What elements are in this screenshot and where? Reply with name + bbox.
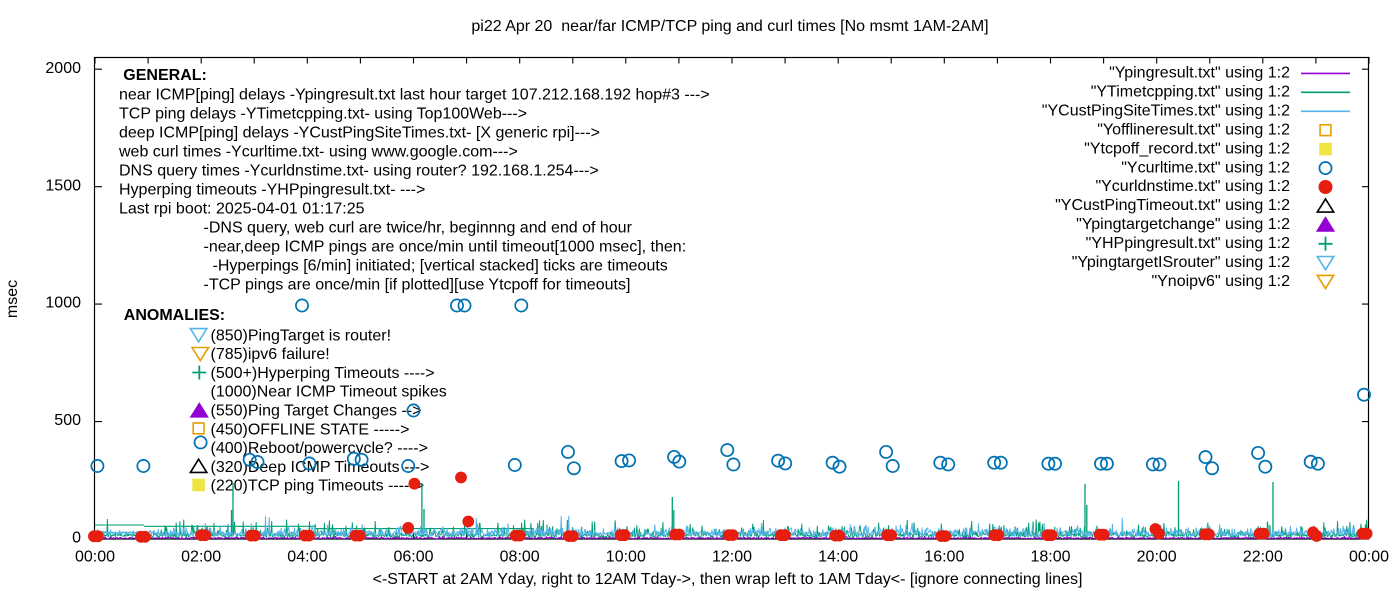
svg-text:(220)TCP ping Timeouts ----->: (220)TCP ping Timeouts -----> [211,478,425,495]
svg-text:"Ypingtargetchange" using 1:2: "Ypingtargetchange" using 1:2 [1076,216,1290,233]
svg-text:<-START at 2AM Yday, right to: <-START at 2AM Yday, right to 12AM Tday-… [373,571,1083,588]
svg-text:"Ynoipv6" using 1:2: "Ynoipv6" using 1:2 [1151,273,1290,290]
svg-text:14:00: 14:00 [818,549,858,566]
svg-text:04:00: 04:00 [287,549,327,566]
svg-text:Hyperping timeouts -YHPpingres: Hyperping timeouts -YHPpingresult.txt- -… [119,182,425,199]
svg-text:00:00: 00:00 [1349,549,1389,566]
svg-text:00:00: 00:00 [75,549,115,566]
svg-text:18:00: 18:00 [1030,549,1070,566]
svg-text:"Ypingresult.txt" using 1:2: "Ypingresult.txt" using 1:2 [1109,65,1290,82]
svg-text:-TCP pings are once/min [if pl: -TCP pings are once/min [if plotted][use… [204,277,631,294]
svg-text:web curl times -Ycurltime.txt-: web curl times -Ycurltime.txt- using www… [118,144,518,161]
svg-text:"Ytcpoff_record.txt" using 1:2: "Ytcpoff_record.txt" using 1:2 [1084,140,1290,157]
svg-text:(500+)Hyperping Timeouts ---->: (500+)Hyperping Timeouts ----> [211,365,435,382]
svg-text:(850)PingTarget is router!: (850)PingTarget is router! [211,327,392,344]
svg-text:(400)Reboot/powercycle? ---->: (400)Reboot/powercycle? ----> [211,440,428,457]
svg-text:"YCustPingTimeout.txt" using 1: "YCustPingTimeout.txt" using 1:2 [1055,197,1290,214]
svg-text:"YpingtargetISrouter" using 1:: "YpingtargetISrouter" using 1:2 [1072,254,1290,271]
svg-text:pi22 Apr 20 near/far ICMP/TCP: pi22 Apr 20 near/far ICMP/TCP ping and c… [471,18,988,35]
svg-text:08:00: 08:00 [500,549,540,566]
svg-text:(450)OFFLINE STATE ----->: (450)OFFLINE STATE -----> [211,421,410,438]
svg-text:"Ycurldnstime.txt" using 1:2: "Ycurldnstime.txt" using 1:2 [1095,178,1290,195]
svg-text:ANOMALIES:: ANOMALIES: [124,307,225,324]
svg-text:-near,deep ICMP pings are once: -near,deep ICMP pings are once/min until… [204,239,687,256]
svg-text:"Yofflineresult.txt" using 1:2: "Yofflineresult.txt" using 1:2 [1097,121,1290,138]
svg-text:20:00: 20:00 [1137,549,1177,566]
svg-text:msec: msec [4,280,21,318]
svg-text:06:00: 06:00 [393,549,433,566]
svg-text:deep ICMP[ping] delays -YCustP: deep ICMP[ping] delays -YCustPingSiteTim… [119,125,600,142]
svg-text:-Hyperpings [6/min] initiated;: -Hyperpings [6/min] initiated; [vertical… [213,258,668,275]
svg-text:-DNS query, web curl are twice: -DNS query, web curl are twice/hr, begin… [204,220,633,237]
svg-text:DNS query times -Ycurldnstime.: DNS query times -Ycurldnstime.txt- using… [119,163,599,180]
svg-text:"YCustPingSiteTimes.txt" using: "YCustPingSiteTimes.txt" using 1:2 [1042,102,1290,119]
svg-text:(320)Deep ICMP Timeouts --->: (320)Deep ICMP Timeouts ---> [211,459,430,476]
svg-text:1500: 1500 [45,177,81,194]
svg-text:"YHPpingresult.txt" using 1:2: "YHPpingresult.txt" using 1:2 [1086,235,1290,252]
svg-text:(785)ipv6 failure!: (785)ipv6 failure! [211,346,330,363]
svg-text:02:00: 02:00 [181,549,221,566]
svg-text:near ICMP[ping] delays -Ypingr: near ICMP[ping] delays -Ypingresult.txt … [119,87,710,104]
svg-text:(1000)Near ICMP Timeout spikes: (1000)Near ICMP Timeout spikes [211,384,447,401]
svg-text:"YTimetcpping.txt" using 1:2: "YTimetcpping.txt" using 1:2 [1091,84,1290,101]
svg-text:500: 500 [54,412,81,429]
svg-text:2000: 2000 [45,60,81,77]
svg-text:TCP ping delays -YTimetcpping.: TCP ping delays -YTimetcpping.txt- using… [119,106,527,123]
svg-text:22:00: 22:00 [1243,549,1283,566]
svg-text:16:00: 16:00 [924,549,964,566]
svg-text:GENERAL:: GENERAL: [123,67,207,84]
svg-text:10:00: 10:00 [606,549,646,566]
svg-text:"Ycurltime.txt" using 1:2: "Ycurltime.txt" using 1:2 [1121,159,1290,176]
svg-text:0: 0 [72,530,81,547]
svg-text:1000: 1000 [45,295,81,312]
svg-text:Last rpi boot: 2025-04-01 01:1: Last rpi boot: 2025-04-01 01:17:25 [119,201,365,218]
svg-text:(550)Ping Target Changes -->: (550)Ping Target Changes --> [211,403,422,420]
svg-text:12:00: 12:00 [712,549,752,566]
